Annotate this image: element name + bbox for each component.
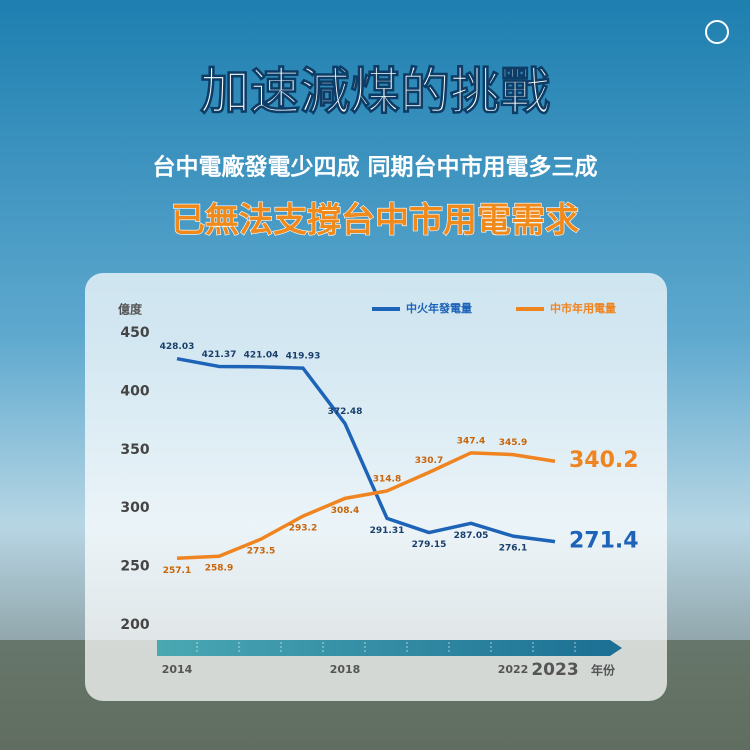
subtitle: 台中電廠發電少四成 同期台中市用電多三成: [152, 154, 597, 181]
value-label: 419.93: [286, 352, 321, 362]
x-tick-label: 2018: [330, 663, 361, 676]
y-tick-label: 350: [120, 442, 149, 458]
x-tick-label: 2023: [531, 660, 578, 680]
value-label: 347.4: [457, 436, 485, 446]
y-tick-label: 200: [120, 617, 149, 633]
value-label: 428.03: [160, 342, 195, 352]
value-label: 293.2: [289, 524, 317, 534]
legend-label: 中火年發電量: [406, 301, 472, 315]
end-value-label: 340.2: [569, 448, 639, 473]
value-label: 276.1: [499, 544, 527, 554]
value-label: 291.31: [370, 526, 405, 536]
chart-panel: [85, 273, 667, 701]
end-value-label: 271.4: [569, 529, 639, 554]
x-tick-label: 2014: [162, 663, 193, 676]
value-label: 308.4: [331, 506, 359, 516]
value-label: 421.37: [202, 350, 237, 360]
value-label: 314.8: [373, 474, 401, 484]
headline: 已無法支撐台中市用電需求: [171, 201, 579, 241]
y-tick-label: 300: [120, 500, 149, 516]
legend-label: 中市年用電量: [550, 301, 616, 315]
value-label: 279.15: [412, 540, 447, 550]
value-label: 345.9: [499, 438, 527, 448]
title: 加速減煤的挑戰: [200, 63, 550, 121]
y-tick-label: 400: [120, 383, 149, 399]
y-tick-label: 450: [120, 325, 149, 341]
value-label: 372.48: [328, 407, 363, 417]
value-label: 287.05: [454, 531, 489, 541]
series-line: [176, 356, 556, 544]
series-line: [176, 451, 556, 561]
logo: [705, 20, 729, 44]
value-label: 421.04: [244, 350, 279, 360]
x-tick-label: 2022: [498, 663, 529, 676]
value-label: 273.5: [247, 547, 275, 557]
y-tick-label: 250: [120, 559, 149, 575]
value-label: 257.1: [163, 566, 191, 576]
y-axis-label: 億度: [118, 302, 143, 317]
timeline-arrow: [157, 640, 622, 656]
value-label: 330.7: [415, 456, 443, 466]
x-axis-label: 年份: [591, 663, 616, 678]
value-label: 258.9: [205, 564, 233, 574]
